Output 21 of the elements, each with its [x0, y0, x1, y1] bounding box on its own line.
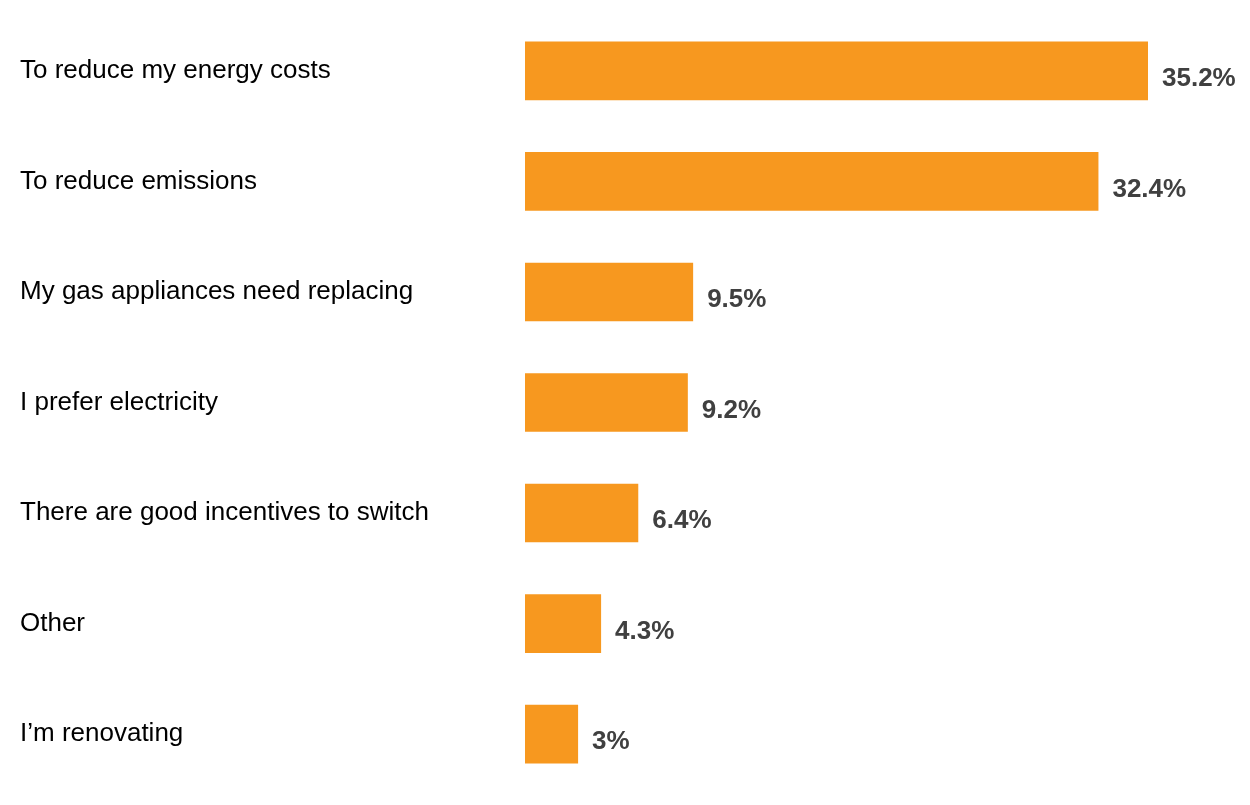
data-label: 35.2% — [1162, 62, 1236, 93]
bar — [525, 262, 694, 322]
y-tick-label: To reduce emissions — [20, 164, 257, 195]
data-label: 4.3% — [615, 614, 675, 645]
data-label: 32.4% — [1112, 172, 1187, 203]
bar — [525, 373, 688, 432]
data-label: 9.2% — [701, 393, 762, 424]
y-tick-label: My gas appliances need replacing — [20, 275, 414, 306]
data-label: 9.5% — [707, 283, 767, 314]
bar — [525, 594, 602, 653]
y-tick-label: I prefer electricity — [20, 385, 218, 416]
y-tick-label: There are good incentives to switch — [20, 496, 429, 527]
y-tick-label: I’m renovating — [20, 717, 184, 748]
bar — [525, 483, 639, 543]
y-tick-label: Other — [20, 606, 86, 637]
bar — [525, 152, 1099, 211]
bar — [525, 41, 1148, 101]
y-tick-label: To reduce my energy costs — [20, 54, 331, 85]
bar — [525, 704, 579, 764]
data-label: 3% — [592, 725, 630, 756]
data-label: 6.4% — [652, 504, 712, 535]
